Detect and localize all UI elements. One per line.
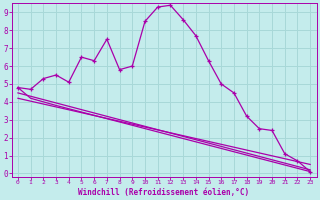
X-axis label: Windchill (Refroidissement éolien,°C): Windchill (Refroidissement éolien,°C) [78, 188, 250, 197]
